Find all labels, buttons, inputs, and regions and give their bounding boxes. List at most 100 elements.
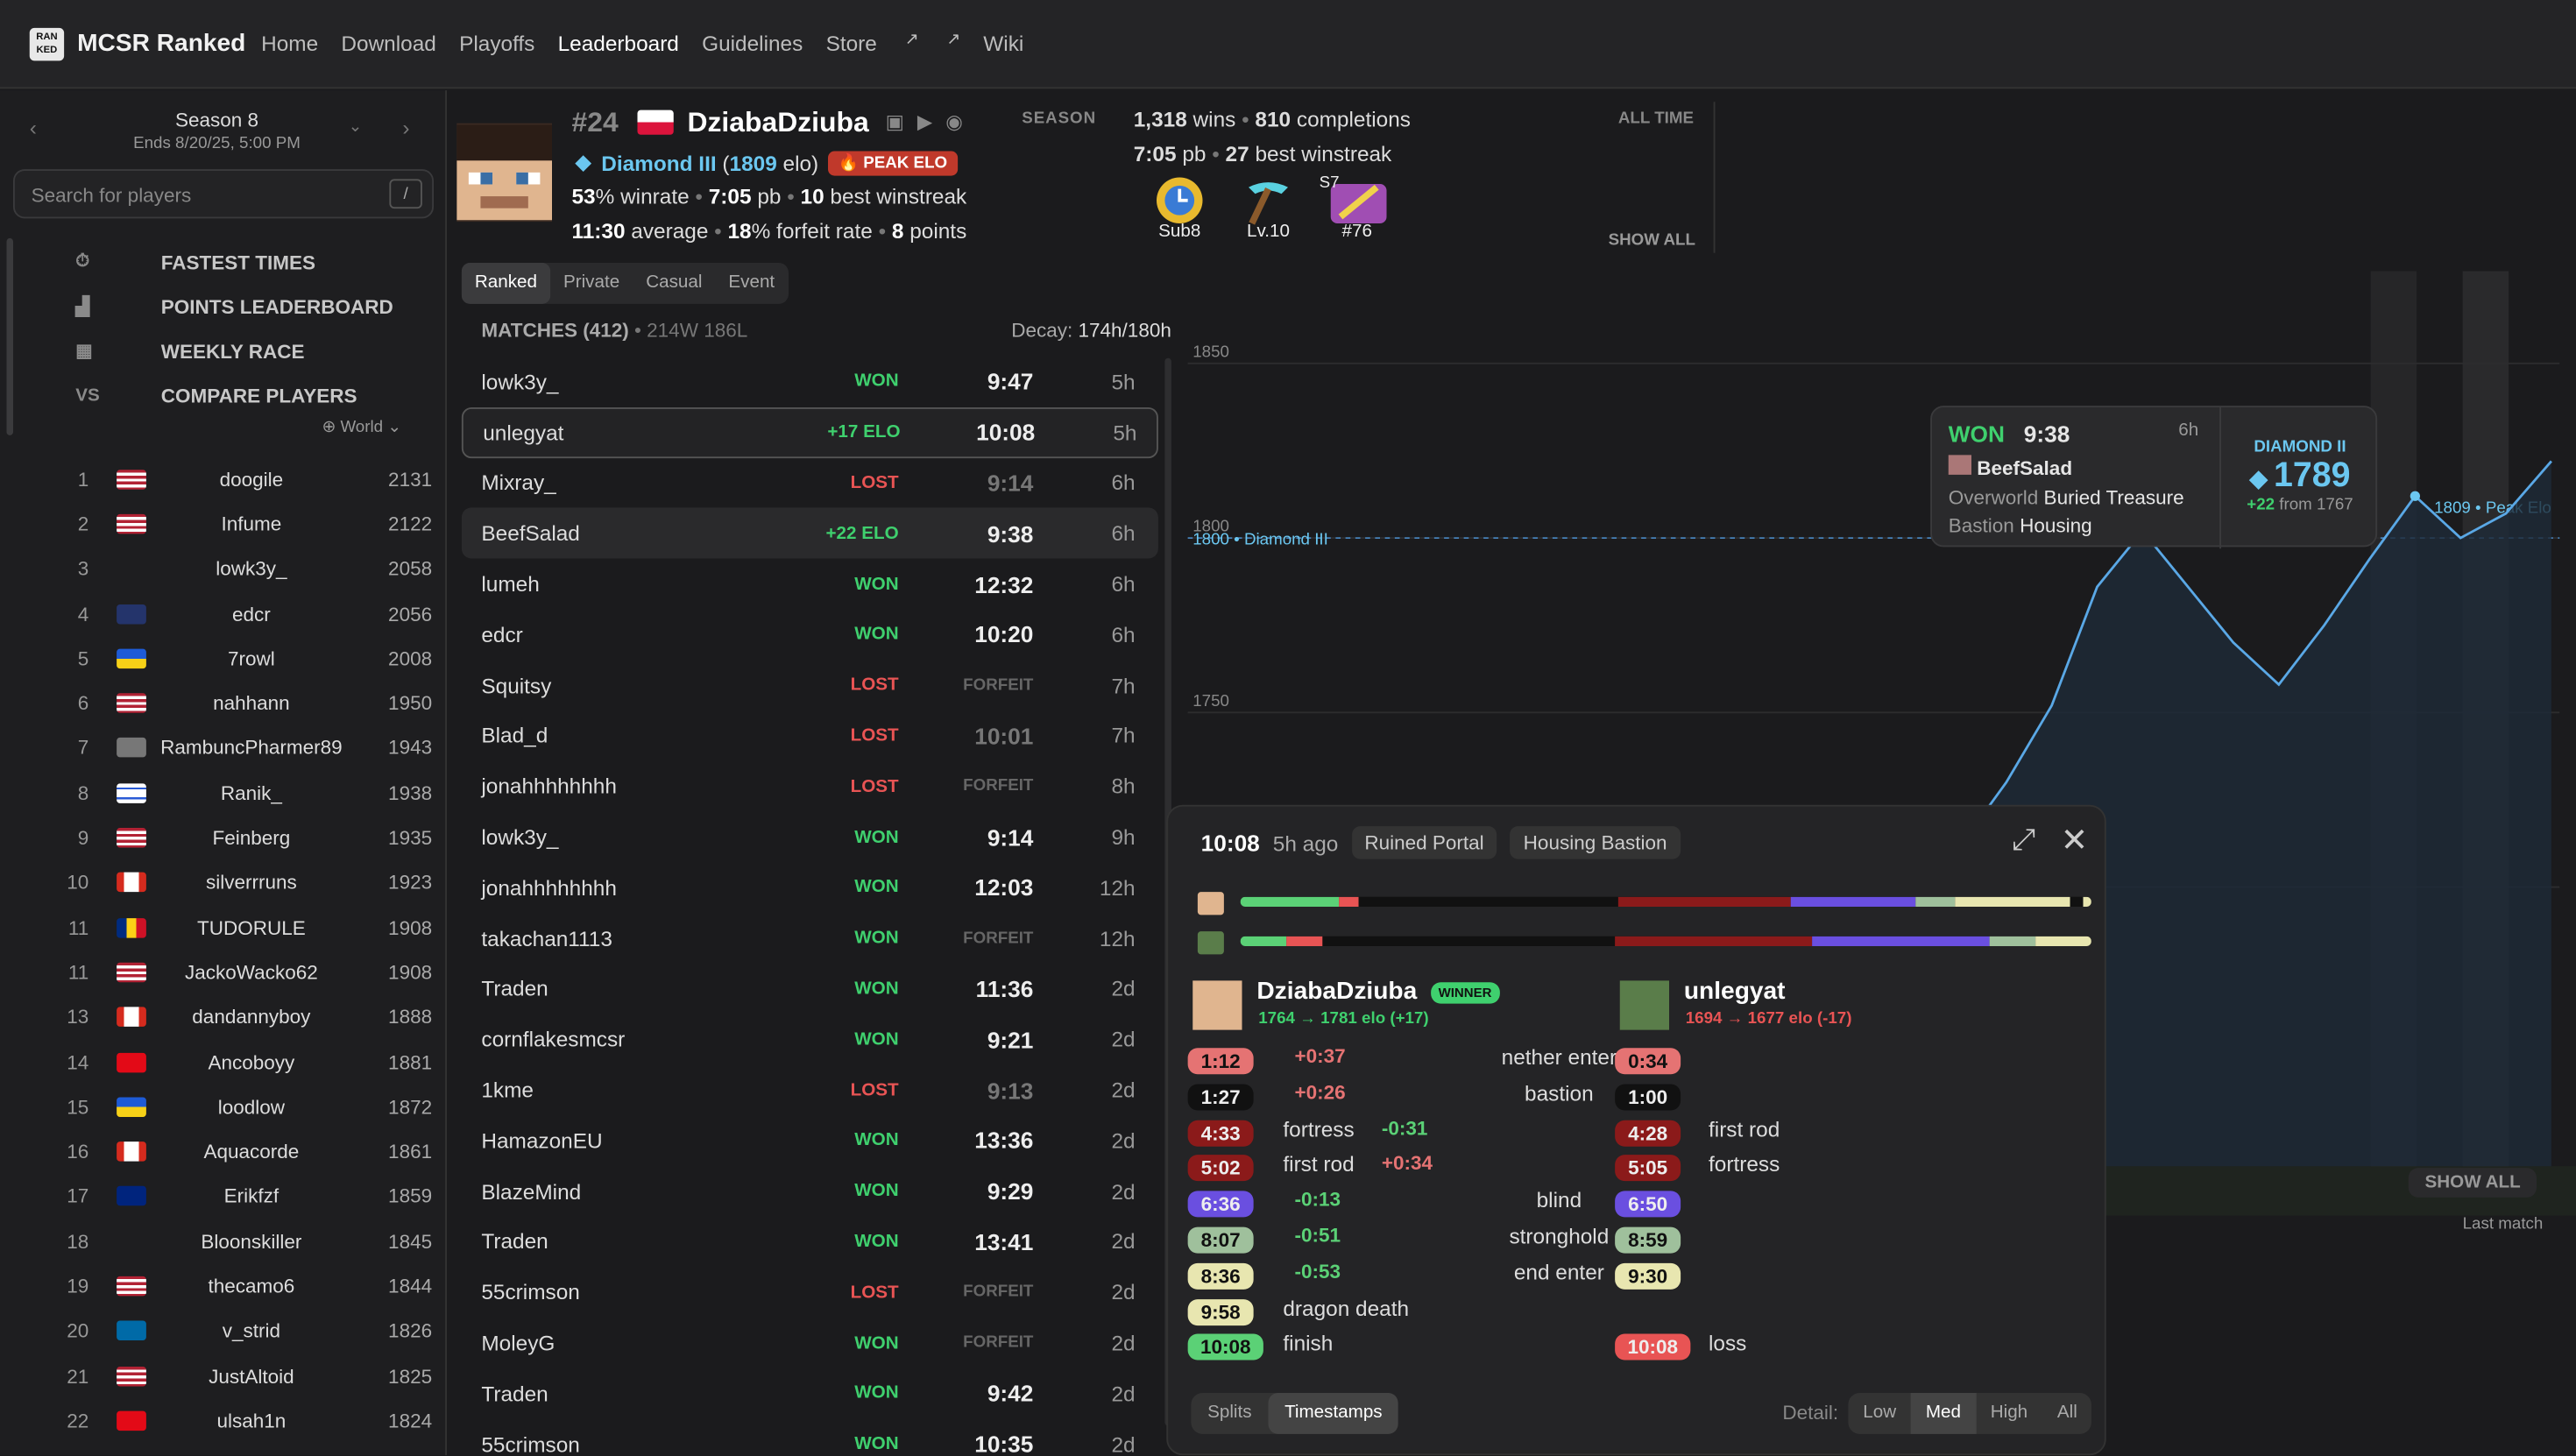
- match-age: 2d: [1111, 976, 1136, 1001]
- show-all-badges-button[interactable]: SHOW ALL: [1608, 231, 1695, 250]
- match-row[interactable]: BlazeMind WON 9:29 2d: [462, 1166, 1158, 1217]
- tooltip-result: WON: [1948, 421, 2005, 447]
- match-row[interactable]: HamazonEU WON 13:36 2d: [462, 1115, 1158, 1166]
- leaderboard-row[interactable]: 3 lowk3y_ 2058: [49, 547, 434, 591]
- player1-split-label: dragon death: [1283, 1295, 1410, 1320]
- leaderboard-row[interactable]: 20 v_strid 1826: [49, 1309, 434, 1354]
- match-row[interactable]: jonahhhhhhhh LOST FORFEIT 8h: [462, 761, 1158, 812]
- leaderboard-row[interactable]: 11 JackoWacko62 1908: [49, 950, 434, 994]
- nav-link-wiki[interactable]: Wiki: [983, 31, 1024, 56]
- detail-level-med[interactable]: Med: [1910, 1393, 1976, 1434]
- sidebar-item-points-leaderboard[interactable]: ▟ POINTS LEADERBOARD: [75, 284, 393, 329]
- match-age: 8h: [1111, 774, 1136, 799]
- tab-casual[interactable]: Casual: [646, 272, 703, 293]
- sidebar-scrollbar[interactable]: [6, 237, 13, 435]
- split-comparison: 1:12 +0:37 nether enter 0:34 1:27 +0:26 bastio…: [1187, 1045, 2076, 1368]
- nav-link-download[interactable]: Download: [341, 31, 436, 56]
- leaderboard-row[interactable]: 18 Bloonskiller 1845: [49, 1219, 434, 1263]
- match-age: 5h: [1113, 420, 1137, 445]
- match-row[interactable]: lowk3y_ WON 9:14 9h: [462, 812, 1158, 863]
- match-row[interactable]: BeefSalad +22 ELO 9:38 6h: [461, 508, 1158, 559]
- leaderboard-elo: 1859: [388, 1184, 433, 1208]
- nav-link-playoffs[interactable]: Playoffs: [459, 31, 535, 56]
- leaderboard-row[interactable]: 22 ulsah1n 1824: [49, 1398, 434, 1443]
- leaderboard-row[interactable]: 5 7rowl 2008: [49, 636, 434, 681]
- detail-level-low[interactable]: Low: [1863, 1403, 1897, 1423]
- nav-link-guidelines[interactable]: Guidelines: [702, 31, 803, 56]
- leaderboard-row[interactable]: 6 nahhann 1950: [49, 681, 434, 725]
- badge-season: S7: [1319, 173, 1340, 193]
- match-time: 9:38: [987, 519, 1034, 547]
- leaderboard-row[interactable]: 21 JustAltoid 1825: [49, 1354, 434, 1398]
- brand-title[interactable]: MCSR Ranked: [77, 29, 246, 58]
- external-link-icon: ↗: [904, 31, 919, 50]
- match-row[interactable]: takachan1113 WON FORFEIT 12h: [462, 913, 1158, 964]
- sidebar-item-fastest-times[interactable]: ⏱ FASTEST TIMES: [75, 240, 393, 285]
- match-row[interactable]: Traden WON 9:42 2d: [462, 1368, 1158, 1419]
- season-selector[interactable]: Season 8 Ends 8/20/25, 5:00 PM: [0, 109, 434, 153]
- match-row[interactable]: lumeh WON 12:32 6h: [462, 559, 1158, 610]
- leaderboard-rank: 11: [67, 915, 89, 939]
- leaderboard-row[interactable]: 13 dandannyboy 1888: [49, 994, 434, 1039]
- match-row[interactable]: 55crimson WON 10:35 2d: [462, 1419, 1158, 1455]
- region-selector[interactable]: ⊕ World ⌄: [322, 419, 402, 437]
- match-row[interactable]: MoleyG WON FORFEIT 2d: [462, 1318, 1158, 1368]
- match-row[interactable]: Mixray_ LOST 9:14 6h: [462, 457, 1158, 508]
- nav-link-leaderboard[interactable]: Leaderboard: [557, 31, 679, 56]
- detail-level-all[interactable]: All: [2056, 1403, 2077, 1423]
- leaderboard-row[interactable]: 1 doogile 2131: [49, 456, 434, 501]
- leaderboard-row[interactable]: 7 RambuncPharmer89 1943: [49, 725, 434, 770]
- season-dropdown-icon[interactable]: ⌄: [348, 118, 363, 137]
- sword-badge-icon[interactable]: S7 #76: [1320, 174, 1395, 247]
- logo-icon[interactable]: RAN KED: [29, 27, 65, 61]
- total-wins: 1,318: [1133, 106, 1187, 131]
- dot: •: [781, 184, 801, 209]
- match-row[interactable]: Traden WON 13:41 2d: [462, 1217, 1158, 1268]
- match-row[interactable]: jonahhhhhhhh WON 12:03 12h: [462, 862, 1158, 913]
- search-input[interactable]: Search for players /: [13, 169, 434, 219]
- leaderboard-row[interactable]: 16 Aquacorde 1861: [49, 1129, 434, 1174]
- nav-link-home[interactable]: Home: [261, 31, 319, 56]
- leaderboard-elo: 1826: [388, 1319, 433, 1343]
- leaderboard-row[interactable]: 14 Ancoboyy 1881: [49, 1040, 434, 1085]
- match-row[interactable]: 55crimson LOST FORFEIT 2d: [462, 1267, 1158, 1318]
- match-row[interactable]: 1kme LOST 9:13 2d: [462, 1064, 1158, 1115]
- chart-show-all-button[interactable]: SHOW ALL: [2408, 1168, 2537, 1198]
- split-delta: -0:31: [1381, 1116, 1428, 1140]
- leaderboard-row[interactable]: 15 loodlow 1872: [49, 1085, 434, 1129]
- match-row[interactable]: lowk3y_ WON 9:47 5h: [462, 357, 1158, 407]
- sidebar-item-compare-players[interactable]: VS COMPARE PLAYERS: [75, 373, 393, 418]
- close-icon[interactable]: ✕: [2060, 823, 2089, 859]
- pickaxe-badge-icon[interactable]: Lv.10: [1230, 174, 1306, 247]
- leaderboard-row[interactable]: 10 silverrruns 1923: [49, 860, 434, 905]
- leaderboard-row[interactable]: 8 Ranik_ 1938: [49, 771, 434, 816]
- match-row[interactable]: unlegyat +17 ELO 10:08 5h: [461, 406, 1158, 458]
- sidebar-item-weekly-race[interactable]: ▦ WEEKLY RACE: [75, 329, 393, 373]
- view-tab-splits[interactable]: Splits: [1207, 1403, 1252, 1423]
- expand-icon[interactable]: ⤢: [2012, 823, 2036, 856]
- youtube-icon[interactable]: ▶: [916, 110, 933, 133]
- leaderboard-row[interactable]: 2 Infume 2122: [49, 501, 434, 546]
- detail-level-high[interactable]: High: [1990, 1403, 2028, 1423]
- match-row[interactable]: Traden WON 11:36 2d: [462, 964, 1158, 1014]
- prev-season-icon[interactable]: ‹: [29, 115, 37, 140]
- leaderboard-row[interactable]: 4 edcr 2056: [49, 591, 434, 636]
- leaderboard-row[interactable]: 11 TUDORULE 1908: [49, 905, 434, 950]
- match-row[interactable]: edcr WON 10:20 6h: [462, 610, 1158, 661]
- view-tab-timestamps[interactable]: Timestamps: [1268, 1393, 1399, 1434]
- next-season-icon[interactable]: ›: [402, 115, 410, 140]
- twitch-icon[interactable]: ▣: [885, 110, 904, 133]
- leaderboard-row[interactable]: 9 Feinberg 1935: [49, 816, 434, 860]
- tab-ranked[interactable]: Ranked: [461, 263, 550, 304]
- tab-private[interactable]: Private: [563, 272, 620, 293]
- ua-flag-icon: [117, 648, 146, 668]
- discord-icon[interactable]: ◉: [945, 110, 963, 133]
- tab-event[interactable]: Event: [728, 272, 775, 293]
- match-row[interactable]: Blad_d LOST 10:01 7h: [462, 710, 1158, 761]
- match-row[interactable]: Squitsy LOST FORFEIT 7h: [462, 660, 1158, 710]
- leaderboard-row[interactable]: 17 Erikfzf 1859: [49, 1174, 434, 1219]
- match-row[interactable]: cornflakesmcsr WON 9:21 2d: [462, 1014, 1158, 1065]
- nav-link-store[interactable]: Store: [825, 31, 877, 56]
- leaderboard-row[interactable]: 19 thecamo6 1844: [49, 1264, 434, 1309]
- clock-badge-icon[interactable]: Sub8: [1142, 174, 1217, 247]
